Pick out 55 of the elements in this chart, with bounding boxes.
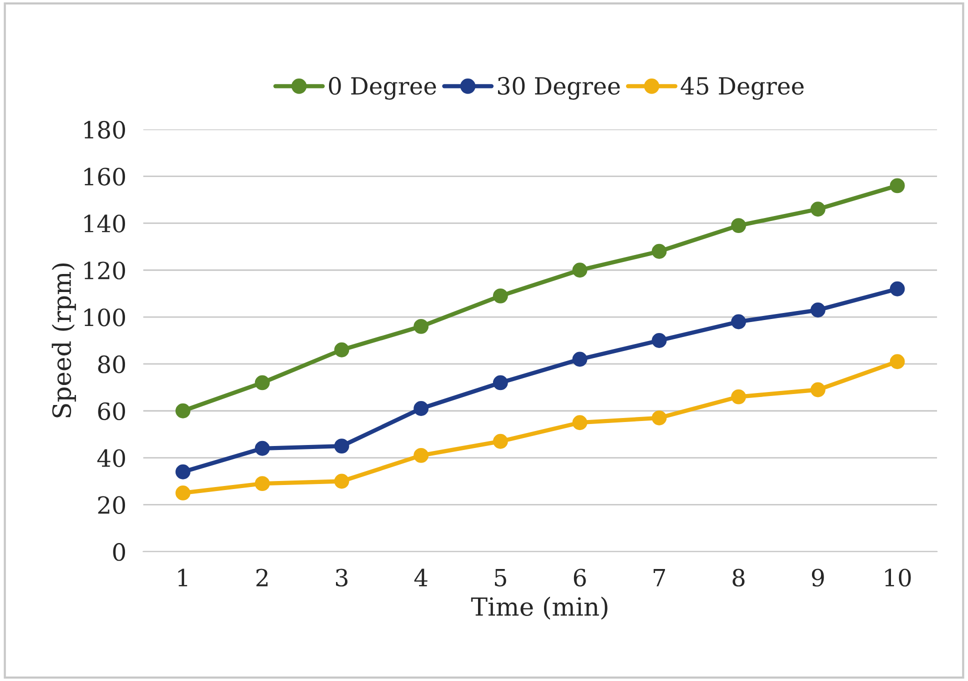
point — [414, 448, 429, 463]
y-axis-title: Speed (rpm) — [52, 264, 76, 418]
point — [175, 403, 190, 418]
point — [254, 375, 270, 390]
legend-label: 45 Degree — [680, 76, 804, 100]
x-tick-label: 3 — [336, 568, 348, 587]
point — [890, 281, 905, 296]
point — [810, 302, 826, 318]
point — [572, 415, 588, 430]
x-tick-label: 8 — [732, 568, 745, 587]
point — [254, 476, 270, 492]
y-tick-label: 40 — [97, 449, 126, 468]
y-tick-label: 80 — [98, 355, 126, 374]
point — [334, 342, 350, 358]
point — [652, 244, 667, 259]
point — [492, 288, 508, 304]
legend-label: 0 Degree — [328, 76, 436, 100]
point — [810, 382, 826, 398]
point — [414, 318, 429, 334]
y-tick-label: 0 — [113, 543, 126, 561]
legend-label: 30 Degree — [498, 76, 620, 100]
x-tick-label: 1 — [178, 568, 188, 586]
point — [492, 434, 508, 449]
point — [731, 314, 746, 330]
point — [175, 486, 190, 500]
point — [334, 474, 350, 489]
y-tick-label: 20 — [98, 496, 126, 514]
point — [652, 333, 667, 348]
y-tick-label: 60 — [98, 402, 126, 420]
point — [175, 464, 190, 480]
x-tick-label: 9 — [812, 568, 824, 587]
y-tick-label: 140 — [84, 214, 126, 233]
point — [572, 352, 588, 367]
y-tick-label: 160 — [84, 168, 126, 186]
x-tick-label: 4 — [414, 568, 428, 586]
x-tick-label: 5 — [494, 569, 506, 587]
point — [810, 202, 826, 217]
y-tick-label: 120 — [84, 262, 126, 280]
x-tick-label: 2 — [256, 568, 268, 586]
y-tick-label: 180 — [84, 120, 126, 139]
point — [890, 178, 905, 194]
point — [492, 375, 508, 390]
point — [572, 262, 588, 278]
x-tick-label: 10 — [885, 568, 911, 587]
x-tick-label: 7 — [654, 569, 666, 586]
point — [414, 401, 429, 416]
point — [731, 389, 746, 404]
y-tick-label: 100 — [84, 308, 126, 326]
x-axis-title: Time (min) — [471, 596, 608, 620]
point — [254, 440, 270, 456]
point — [890, 354, 905, 370]
point — [334, 438, 350, 454]
x-tick-label: 6 — [574, 568, 586, 587]
point — [652, 410, 667, 426]
point — [731, 218, 746, 234]
